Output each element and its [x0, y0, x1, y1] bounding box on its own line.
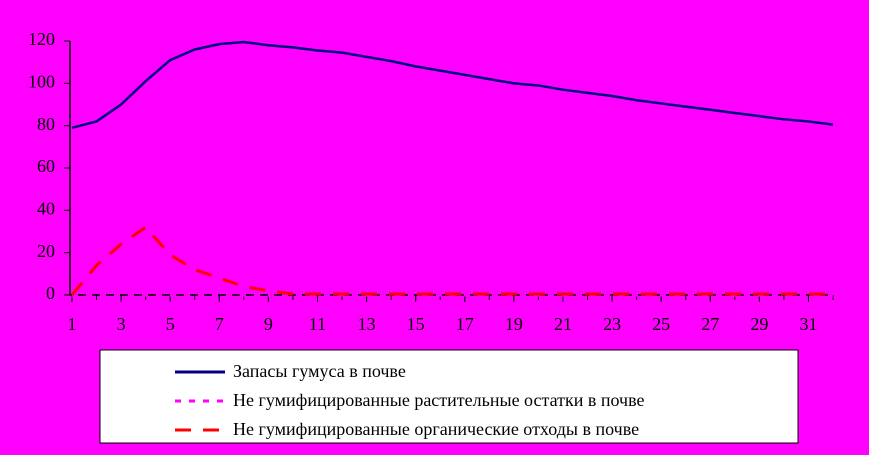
- series-line: [70, 225, 833, 296]
- legend-label: Не гумифицированные органические отходы …: [233, 419, 639, 439]
- series-line: [71, 40, 834, 129]
- x-tick-label: 7: [215, 314, 224, 334]
- legend-box: [99, 349, 799, 444]
- x-tick-label: 29: [750, 314, 768, 334]
- x-tick-label: 31: [799, 314, 817, 334]
- y-tick-label: 0: [46, 283, 55, 303]
- x-tick-label: 19: [505, 314, 523, 334]
- x-tick-label: 23: [603, 314, 621, 334]
- legend-label: Запасы гумуса в почве: [233, 361, 406, 381]
- x-tick-label: 3: [117, 314, 126, 334]
- x-tick-label: 5: [166, 314, 175, 334]
- legend-label: Не гумифицированные растительные остатки…: [233, 390, 644, 410]
- x-tick-label: 25: [652, 314, 670, 334]
- y-tick-label: 80: [37, 114, 55, 134]
- x-tick-label: 15: [407, 314, 425, 334]
- x-tick-label: 1: [68, 314, 77, 334]
- x-tick-label: 21: [554, 314, 572, 334]
- x-tick-label: 9: [264, 314, 273, 334]
- y-tick-label: 20: [37, 241, 55, 261]
- y-tick-label: 60: [37, 156, 55, 176]
- y-tick-label: 100: [28, 71, 55, 91]
- x-tick-label: 17: [456, 314, 474, 334]
- x-tick-label: 13: [358, 314, 376, 334]
- y-tick-label: 120: [28, 29, 55, 49]
- x-tick-label: 11: [309, 314, 326, 334]
- x-tick-label: 27: [701, 314, 719, 334]
- y-tick-label: 40: [37, 198, 55, 218]
